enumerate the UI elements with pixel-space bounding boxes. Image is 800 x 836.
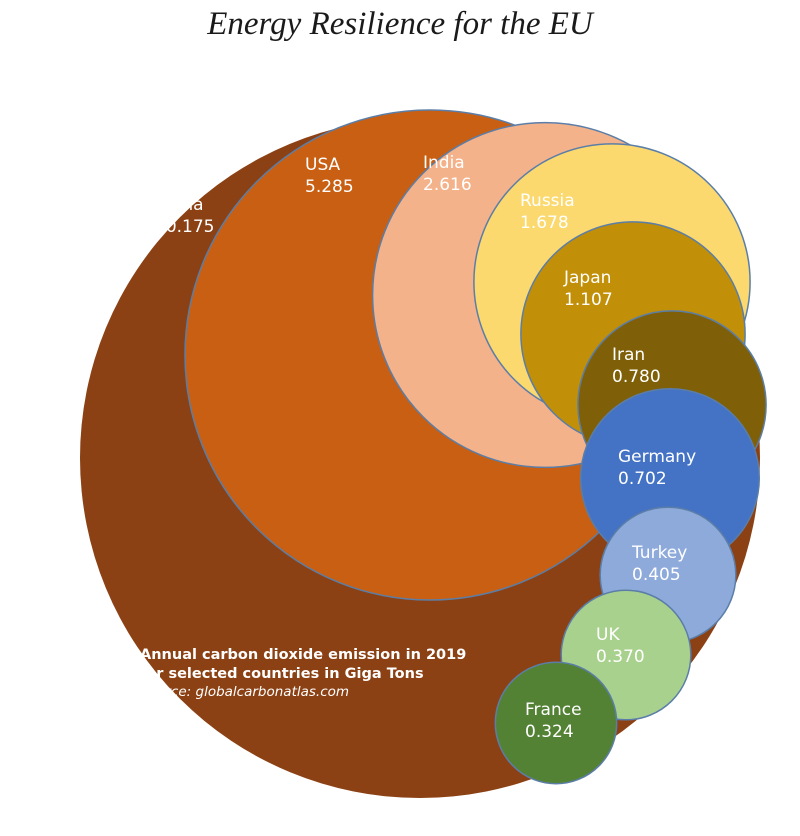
value-label-china: 10.175 [155, 217, 214, 237]
caption-line-1: Annual carbon dioxide emission in 2019 [140, 647, 466, 663]
value-label-turkey: 0.405 [632, 565, 681, 585]
value-label-uk: 0.370 [596, 647, 645, 667]
bubble-france [494, 661, 618, 785]
credit-text: NE³T 2021 [325, 800, 389, 813]
value-label-india: 2.616 [423, 175, 472, 195]
value-label-usa: 5.285 [305, 177, 354, 197]
value-label-russia: 1.678 [520, 213, 569, 233]
category-label-china: China [155, 195, 204, 215]
category-label-france: France [525, 700, 582, 720]
caption-line-2: for selected countries in Giga Tons [140, 666, 424, 682]
category-label-russia: Russia [520, 191, 575, 211]
category-label-uk: UK [596, 625, 620, 645]
caption-source: Source: globalcarbonatlas.com [140, 684, 349, 700]
category-label-germany: Germany [618, 447, 696, 467]
bubbles-group [80, 109, 767, 798]
value-label-germany: 0.702 [618, 469, 667, 489]
category-label-turkey: Turkey [631, 543, 687, 563]
chart-title: Energy Resilience for the EU [207, 6, 593, 42]
value-label-japan: 1.107 [564, 290, 613, 310]
value-label-iran: 0.780 [612, 367, 661, 387]
category-label-india: India [423, 153, 465, 173]
category-label-japan: Japan [563, 268, 611, 288]
category-label-iran: Iran [612, 345, 645, 365]
value-label-france: 0.324 [525, 722, 574, 742]
category-label-usa: USA [305, 155, 341, 175]
